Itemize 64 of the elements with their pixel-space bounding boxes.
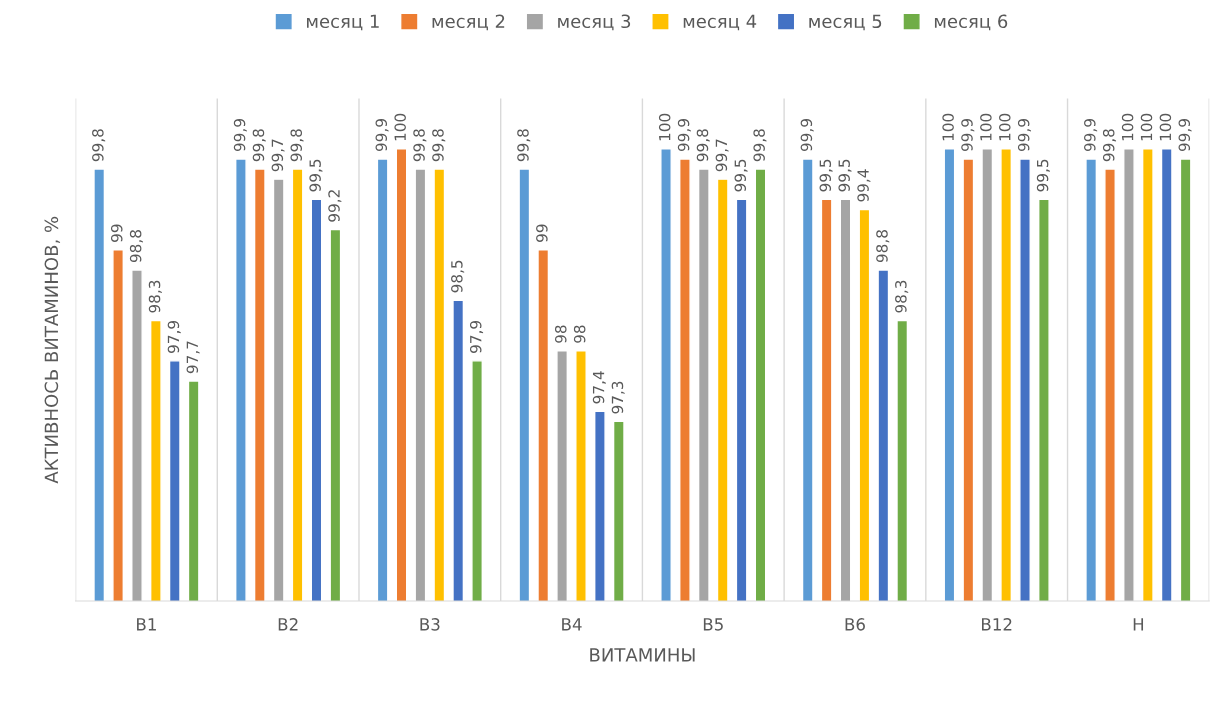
data-label: 99,4 bbox=[857, 169, 871, 202]
legend-label: месяц 4 bbox=[683, 14, 757, 31]
data-label: 99,9 bbox=[1084, 119, 1098, 152]
data-label: 99 bbox=[110, 224, 123, 242]
data-label: 100 bbox=[1121, 113, 1134, 141]
data-label: 99,8 bbox=[432, 129, 446, 162]
data-label: 100 bbox=[942, 113, 954, 141]
data-label: 98,3 bbox=[895, 280, 909, 313]
data-label: 99,8 bbox=[1102, 129, 1117, 162]
data-label: 98,8 bbox=[129, 230, 143, 263]
legend-label: месяц 6 bbox=[934, 14, 1008, 31]
x-tick-label: В3 bbox=[420, 618, 440, 631]
x-tick-label: В5 bbox=[703, 618, 723, 631]
data-label: 100 bbox=[1140, 113, 1153, 141]
data-label: 99,5 bbox=[309, 159, 323, 192]
data-label: 99,8 bbox=[290, 129, 304, 162]
legend-label: месяц 1 bbox=[307, 14, 379, 31]
data-label: 97,4 bbox=[592, 371, 606, 404]
data-label: 99,8 bbox=[92, 129, 106, 162]
legend-label: месяц 5 bbox=[809, 14, 882, 31]
data-label: 99,9 bbox=[961, 119, 975, 152]
data-label: 99,9 bbox=[1017, 119, 1032, 152]
data-label: 99,5 bbox=[819, 159, 833, 192]
data-label: 99,8 bbox=[517, 129, 531, 162]
x-tick-label: Н bbox=[1133, 618, 1144, 631]
data-label: 99,8 bbox=[252, 129, 266, 162]
data-label: 99,9 bbox=[800, 119, 814, 152]
x-tick-label: В12 bbox=[982, 618, 1012, 631]
x-tick-label: В6 bbox=[845, 618, 865, 631]
x-axis-title: ВИТАМИНЫ bbox=[590, 648, 695, 662]
legend-label: месяц 3 bbox=[558, 14, 631, 31]
data-label: 99,8 bbox=[696, 129, 710, 162]
data-label: 100 bbox=[394, 113, 406, 141]
data-label: 98,5 bbox=[451, 260, 465, 293]
data-label: 97,9 bbox=[167, 320, 181, 353]
x-tick-label: В1 bbox=[137, 618, 156, 631]
data-label: 99,5 bbox=[1036, 159, 1050, 192]
data-label: 99,8 bbox=[413, 129, 427, 162]
data-label: 99,5 bbox=[734, 159, 748, 192]
x-tick-label: В4 bbox=[562, 618, 582, 631]
data-label: 100 bbox=[1159, 113, 1172, 141]
data-label: 97,3 bbox=[611, 381, 625, 414]
data-label: 99,9 bbox=[375, 119, 389, 152]
data-label: 99,5 bbox=[838, 159, 852, 192]
x-tick-label: В2 bbox=[278, 618, 298, 631]
data-label: 99,7 bbox=[715, 139, 729, 172]
data-label: 100 bbox=[980, 113, 992, 141]
data-label: 99,7 bbox=[271, 139, 285, 172]
data-label: 98,8 bbox=[876, 230, 890, 263]
y-axis-title: АКТИВНОСЬ ВИТАМИНОВ, % bbox=[44, 216, 61, 484]
data-label: 98,3 bbox=[148, 280, 162, 313]
data-label: 97,7 bbox=[186, 341, 200, 374]
data-label: 98 bbox=[554, 325, 567, 343]
data-label: 99,8 bbox=[753, 129, 767, 162]
data-label: 99 bbox=[536, 224, 548, 242]
data-label: 99,9 bbox=[1178, 119, 1192, 152]
data-label: 99,9 bbox=[233, 119, 247, 152]
data-label: 98 bbox=[573, 325, 586, 343]
data-label: 99,2 bbox=[328, 190, 342, 222]
data-label: 99,9 bbox=[677, 119, 691, 152]
data-label: 97,9 bbox=[469, 320, 484, 353]
data-label: 100 bbox=[999, 113, 1011, 141]
legend-label: месяц 2 bbox=[432, 14, 505, 31]
data-label: 100 bbox=[658, 113, 671, 141]
